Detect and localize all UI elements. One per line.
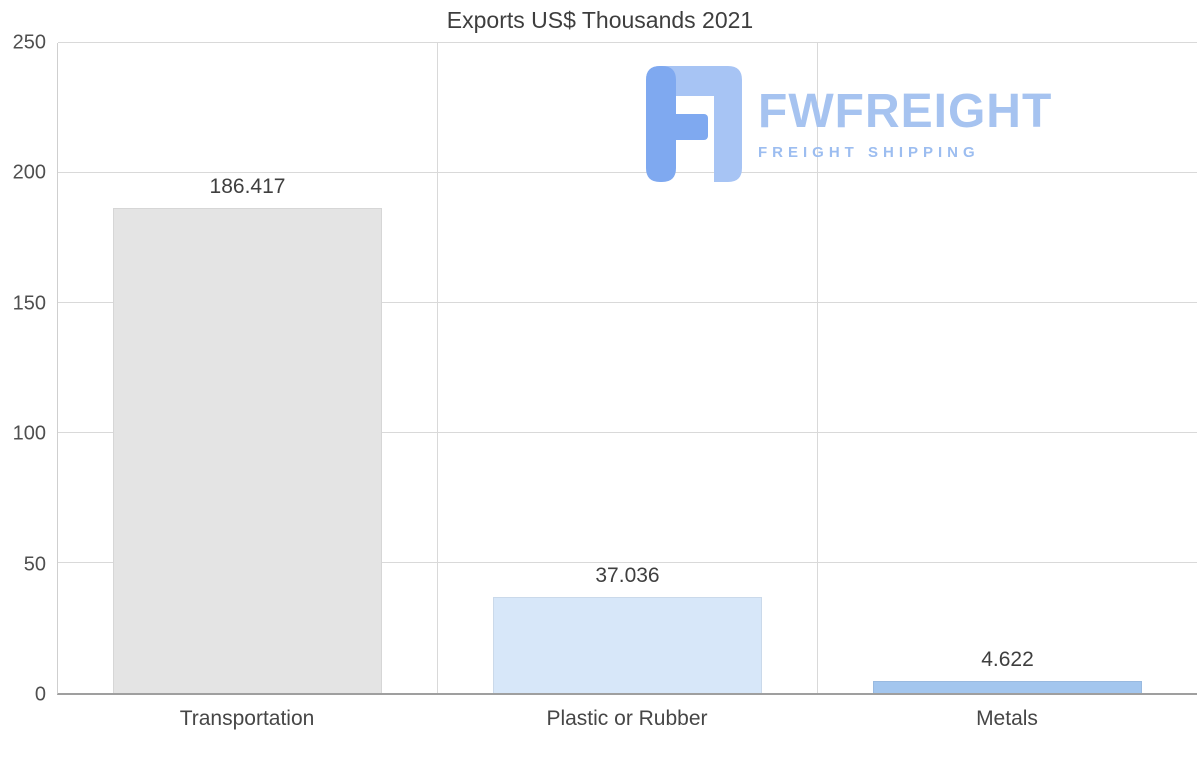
- y-tick-label: 100: [12, 422, 46, 445]
- brand-text-block: FWFREIGHT FREIGHT SHIPPING: [758, 66, 1075, 162]
- y-tick-label: 50: [23, 553, 46, 576]
- y-tick-label: 250: [12, 31, 46, 54]
- gridline: [58, 172, 1197, 173]
- y-tick-label: 200: [12, 161, 46, 184]
- x-axis: Transportation Plastic or Rubber Metals: [57, 697, 1197, 731]
- plot-area: 186.417 37.036 4.622: [57, 42, 1197, 695]
- gridline: [58, 432, 1197, 433]
- bar[interactable]: [492, 596, 763, 693]
- bar[interactable]: [872, 680, 1143, 693]
- x-tick-label: Plastic or Rubber: [546, 707, 708, 730]
- y-axis: 0 50 100 150 200 250: [0, 32, 46, 706]
- chart-title: Exports US$ Thousands 2021: [446, 7, 754, 33]
- gridline: [58, 42, 1197, 43]
- brand-tagline: FREIGHT SHIPPING: [758, 144, 980, 161]
- fwfreight-logo-icon: [646, 66, 742, 182]
- gridline: [58, 562, 1197, 563]
- bar-slot: 4.622: [817, 43, 1197, 693]
- y-tick-label: 150: [12, 292, 46, 315]
- bar-value-label: 186.417: [209, 175, 286, 199]
- x-tick-label: Transportation: [179, 707, 315, 730]
- brand-name: FWFREIGHT: [758, 85, 1053, 138]
- bar-value-label: 4.622: [981, 647, 1034, 671]
- brand-watermark: FWFREIGHT FREIGHT SHIPPING: [646, 66, 1075, 182]
- x-tick-label: Metals: [976, 707, 1038, 730]
- bar-value-label: 37.036: [595, 563, 660, 587]
- bar-slot: 37.036: [437, 43, 817, 693]
- bar-slots: 186.417 37.036 4.622: [58, 43, 1197, 693]
- y-tick-label: 0: [34, 683, 46, 706]
- bar[interactable]: [112, 208, 383, 693]
- bar-slot: 186.417: [58, 43, 437, 693]
- gridline: [58, 302, 1197, 303]
